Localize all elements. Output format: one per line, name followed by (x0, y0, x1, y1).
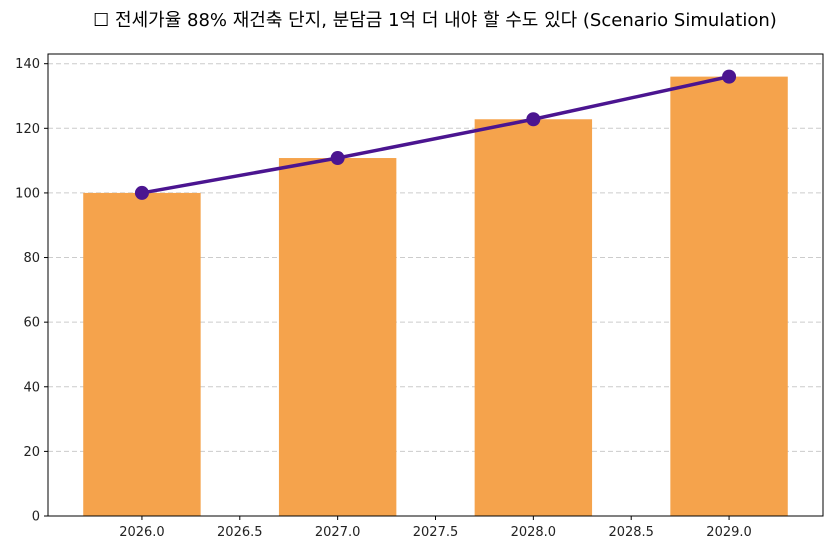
y-tick-label: 120 (15, 122, 40, 137)
x-tick-label: 2027.0 (315, 525, 361, 540)
y-tick-label: 80 (23, 251, 40, 266)
x-tick-label: 2026.5 (217, 525, 263, 540)
bar-2027 (278, 158, 397, 516)
bar-2029 (670, 76, 788, 516)
x-tick-label: 2026.0 (119, 525, 165, 540)
line-point-2028 (526, 112, 541, 127)
line-point-2026 (134, 185, 149, 200)
y-tick-label: 140 (15, 57, 40, 72)
y-tick-label: 20 (23, 445, 40, 460)
bar-2028 (474, 119, 593, 516)
x-tick-label: 2028.0 (511, 525, 557, 540)
chart-title: ☐ 전세가율 88% 재건축 단지, 분담금 1억 더 내야 할 수도 있다 (… (93, 10, 777, 31)
y-tick-label: 100 (15, 186, 40, 201)
y-tick-label: 40 (23, 380, 40, 395)
y-tick-label: 60 (23, 316, 40, 331)
line-point-2027 (330, 151, 345, 166)
x-tick-label: 2027.5 (413, 525, 459, 540)
x-tick-label: 2028.5 (608, 525, 654, 540)
x-tick-label: 2029.0 (706, 525, 752, 540)
bar-2026 (83, 192, 201, 516)
trend-line (141, 74, 730, 195)
line-point-2029 (722, 69, 737, 84)
y-tick-label: 0 (32, 510, 40, 525)
